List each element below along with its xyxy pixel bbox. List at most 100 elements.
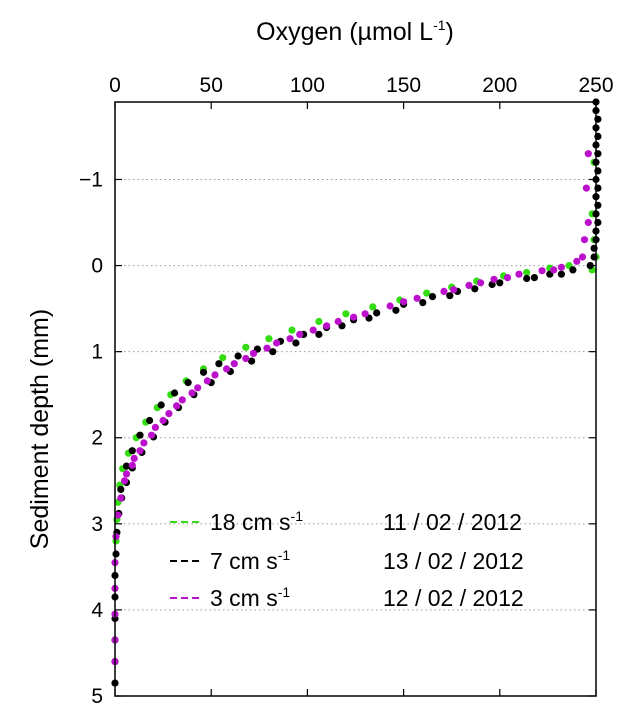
data-point [557,263,566,271]
legend-date: 12 / 02 / 2012 [383,585,524,611]
data-point [557,270,566,278]
data-point [219,354,227,362]
data-point [538,267,546,275]
x-axis-title-sup: -1 [433,17,446,33]
data-point [130,454,138,462]
data-point [157,401,165,409]
data-point [173,402,181,410]
legend-date: 11 / 02 / 2012 [383,509,522,535]
legend-speed-sup: -1 [278,584,291,600]
y-tick-label: 2 [91,427,103,450]
y-tick-label: 0 [91,255,103,278]
data-point [248,357,256,365]
data-point [440,287,448,295]
data-point [249,349,258,357]
legend-label: 7 cm s-1 [210,547,290,574]
data-point [373,309,381,317]
data-point [569,266,577,274]
data-point [361,310,369,318]
plot-area-frame [114,101,597,697]
legend-label: 18 cm s-1 [210,508,303,535]
data-point [292,339,300,347]
data-point [146,416,154,425]
data-point [230,360,238,368]
data-point [159,416,167,425]
data-point [471,285,479,293]
legend-speed: 7 cm s [210,548,278,574]
data-point [580,236,589,244]
legend-speed: 3 cm s [210,585,278,611]
data-point [386,302,394,310]
data-point [273,339,281,347]
data-point [263,344,271,352]
data-point [184,379,192,387]
data-point [165,410,173,418]
data-point [211,371,219,379]
data-point [419,299,427,307]
data-point [242,343,250,351]
data-point [477,279,485,287]
data-point [530,274,539,282]
y-axis-ticks: −1 0 1 2 3 4 5 [79,168,596,708]
legend-speed-sup: -1 [291,508,304,524]
data-point [315,317,323,326]
y-tick-label: 5 [91,685,103,708]
data-point [515,270,523,278]
data-point [582,184,591,192]
data-point [573,257,581,265]
data-point [117,494,125,502]
y-tick-label: −1 [79,168,103,191]
y-tick-label: 1 [91,341,103,364]
data-point [136,447,144,455]
data-point [215,360,223,368]
y-tick-label: 3 [91,513,103,536]
data-point [242,354,250,363]
data-point [151,423,159,431]
x-axis-title-base: Oxygen (µmol L [256,18,433,46]
y-axis-title: Sediment depth (mm) [26,309,54,549]
data-point [315,330,323,338]
data-point [523,274,531,283]
data-point [178,396,186,404]
data-point [369,303,377,311]
data-point [392,306,400,314]
data-point [584,218,592,227]
data-point [269,348,277,356]
data-point [265,335,273,343]
data-point [503,274,512,282]
x-tick-label: 200 [482,74,517,97]
data-point [350,313,358,321]
data-point [122,462,131,470]
data-point [296,330,304,338]
data-point [128,461,136,469]
data-point [490,275,498,283]
data-point [199,368,208,376]
data-point [114,511,122,519]
x-tick-label: 250 [578,74,613,97]
data-point [450,286,458,294]
data-point [203,377,211,385]
x-tick-label: 100 [290,74,325,97]
data-point [309,326,317,334]
data-point [117,485,125,493]
grid-lines [115,178,596,611]
data-point [194,384,202,392]
legend-speed: 18 cm s [210,509,291,535]
data-point [578,253,587,261]
x-tick-label: 150 [386,74,421,97]
data-point [446,292,454,300]
data-point [112,533,120,541]
data-point [122,470,131,478]
data-point [288,326,296,334]
data-point [112,550,120,558]
data-point [323,322,331,330]
data-point [234,352,242,360]
data-point [140,439,148,447]
data-point [550,266,558,274]
data-point [342,310,350,318]
data-point [223,365,231,373]
data-point [171,389,179,397]
legend-label: 3 cm s-1 [210,584,290,611]
